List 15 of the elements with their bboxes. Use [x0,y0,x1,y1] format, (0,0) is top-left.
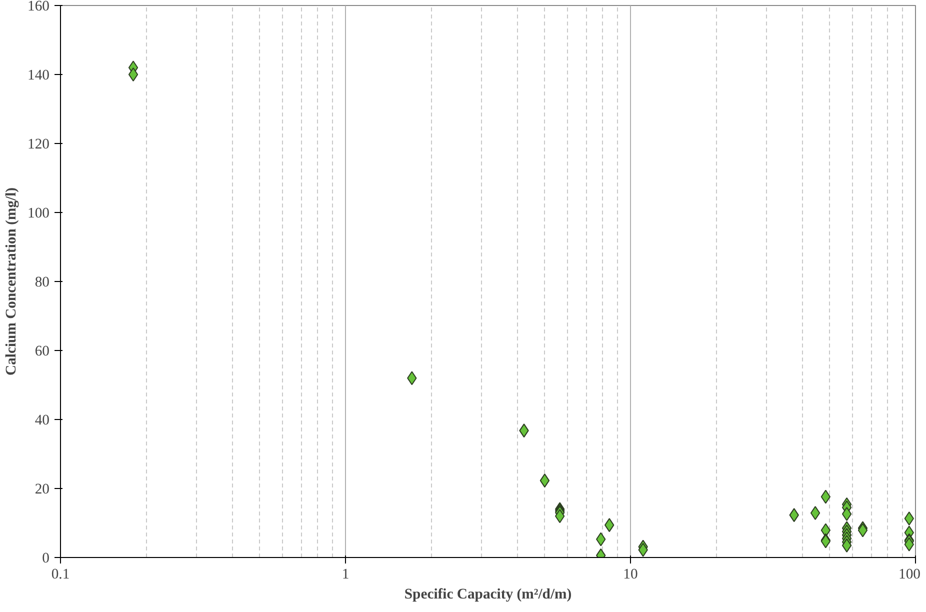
x-tick-label: 1 [342,566,350,582]
y-tick-label: 160 [28,0,50,14]
y-axis-title: Calcium Concentration (mg/l) [4,187,20,376]
y-tick-label: 40 [34,412,50,428]
y-tick-label: 60 [34,344,50,360]
y-tick-label: 80 [34,274,50,290]
x-tick-label: 100 [898,566,920,582]
y-tick-label: 0 [42,550,50,566]
x-tick-label: 10 [623,566,638,582]
y-tick-label: 140 [28,68,50,84]
y-tick-label: 100 [28,206,50,222]
x-tick-label: 0.1 [51,566,70,582]
x-axis-title: Specific Capacity (m²/d/m) [404,586,572,602]
y-tick-label: 20 [34,482,50,498]
y-tick-label: 120 [28,136,50,152]
